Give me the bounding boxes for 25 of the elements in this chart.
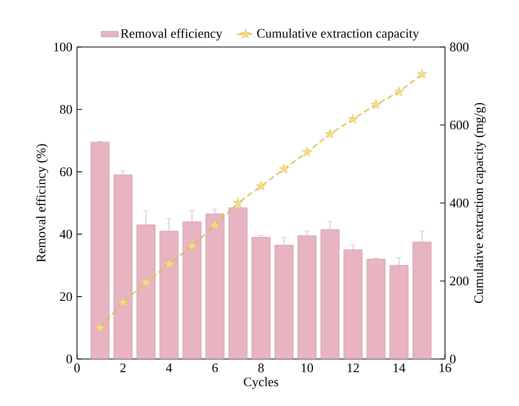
y2-axis-title: Cumulative extraction capacity (mg/g) [474, 102, 486, 303]
y2-tick-label: 800 [450, 42, 469, 52]
y-tick-label: 100 [54, 42, 72, 52]
x-axis-title: Cycles [244, 377, 278, 389]
x-tick-label: 2 [120, 364, 126, 372]
x-tick-label: 10 [302, 364, 314, 372]
x-tick-label: 4 [166, 364, 172, 372]
x-tick-label: 14 [394, 364, 406, 372]
y2-tick-label: 400 [450, 198, 469, 208]
y2-tick-label: 200 [450, 276, 469, 286]
y-tick-label: 80 [60, 105, 72, 114]
legend-label: Removal efficiency [120, 28, 222, 41]
y-axis-title: Removal efficincy (%) [36, 144, 48, 262]
y-tick-label: 20 [60, 292, 72, 301]
y2-tick-label: 0 [450, 354, 456, 364]
x-tick-label: 16 [440, 364, 452, 372]
legend-label: Cumulative extraction capacity [257, 28, 420, 40]
x-tick-label: 6 [212, 364, 218, 372]
x-tick-label: 0 [74, 364, 80, 372]
y-tick-label: 0 [66, 354, 72, 364]
x-tick-label: 12 [348, 364, 359, 372]
y-tick-label: 60 [60, 167, 72, 176]
y-tick-label: 40 [60, 230, 72, 239]
y2-tick-label: 600 [450, 120, 469, 130]
x-tick-label: 8 [258, 364, 264, 372]
